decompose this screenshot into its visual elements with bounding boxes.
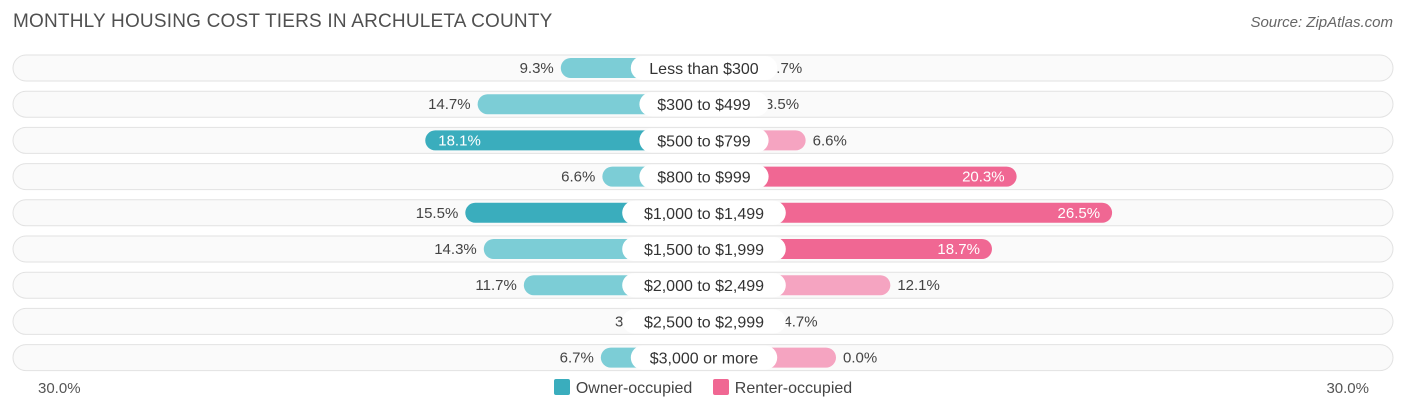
category-pill [639,164,769,189]
legend-item-renter: Renter-occupied [712,379,853,398]
renter-value-label: 12.1% [897,277,940,294]
category-label: $2,000 to $2,499 [644,278,764,295]
legend-swatch-owner [553,379,570,395]
owner-value-label: 6.6% [561,169,595,186]
category-label: $800 to $999 [657,170,751,187]
category-pill [639,128,769,153]
category-pill [630,345,778,370]
renter-value-label: 20.3% [962,169,1005,186]
category-label: Less than $300 [649,61,759,78]
owner-value-label: 11.7% [475,277,516,294]
category-label: $1,500 to $1,999 [644,242,764,259]
renter-bar [704,166,1017,187]
chart-source: Source: ZipAtlas.com [1250,14,1393,31]
chart-title: MONTHLY HOUSING COST TIERS IN ARCHULETA … [13,11,553,32]
axis-label-left: 30.0% [38,380,81,397]
renter-value-label: 18.7% [937,241,980,258]
category-pill [622,200,786,225]
renter-bar [704,202,1113,223]
legend-item-owner: Owner-occupied [553,379,693,398]
legend-label-owner: Owner-occupied [575,380,693,397]
renter-value-label: 26.5% [1058,205,1101,222]
legend: Owner-occupied Renter-occupied [0,379,1406,398]
renter-value-label: 0.0% [843,350,877,367]
legend-swatch-renter [712,379,729,395]
category-pill [622,237,786,261]
owner-bar [425,130,704,151]
owner-value-label: 14.3% [434,241,477,258]
owner-value-label: 14.7% [428,96,471,113]
legend-label-renter: Renter-occupied [734,380,853,397]
owner-value-label: 18.1% [438,132,481,149]
category-label: $2,500 to $2,999 [644,314,764,331]
category-label: $500 to $799 [657,133,751,150]
category-pill [622,309,786,334]
category-label: $1,000 to $1,499 [644,206,764,223]
category-pill [639,92,769,117]
renter-value-label: 6.6% [813,132,847,149]
category-pill [630,56,778,80]
renter-value-label: 3.5% [765,96,799,113]
category-pill [622,273,786,298]
owner-value-label: 6.7% [560,350,594,367]
owner-value-label: 15.5% [416,205,459,222]
axis-label-right: 30.0% [1326,380,1369,397]
renter-value-label: 4.7% [783,313,817,330]
owner-value-label: 9.3% [520,60,554,77]
category-label: $3,000 or more [650,351,759,368]
category-label: $300 to $499 [657,97,751,114]
